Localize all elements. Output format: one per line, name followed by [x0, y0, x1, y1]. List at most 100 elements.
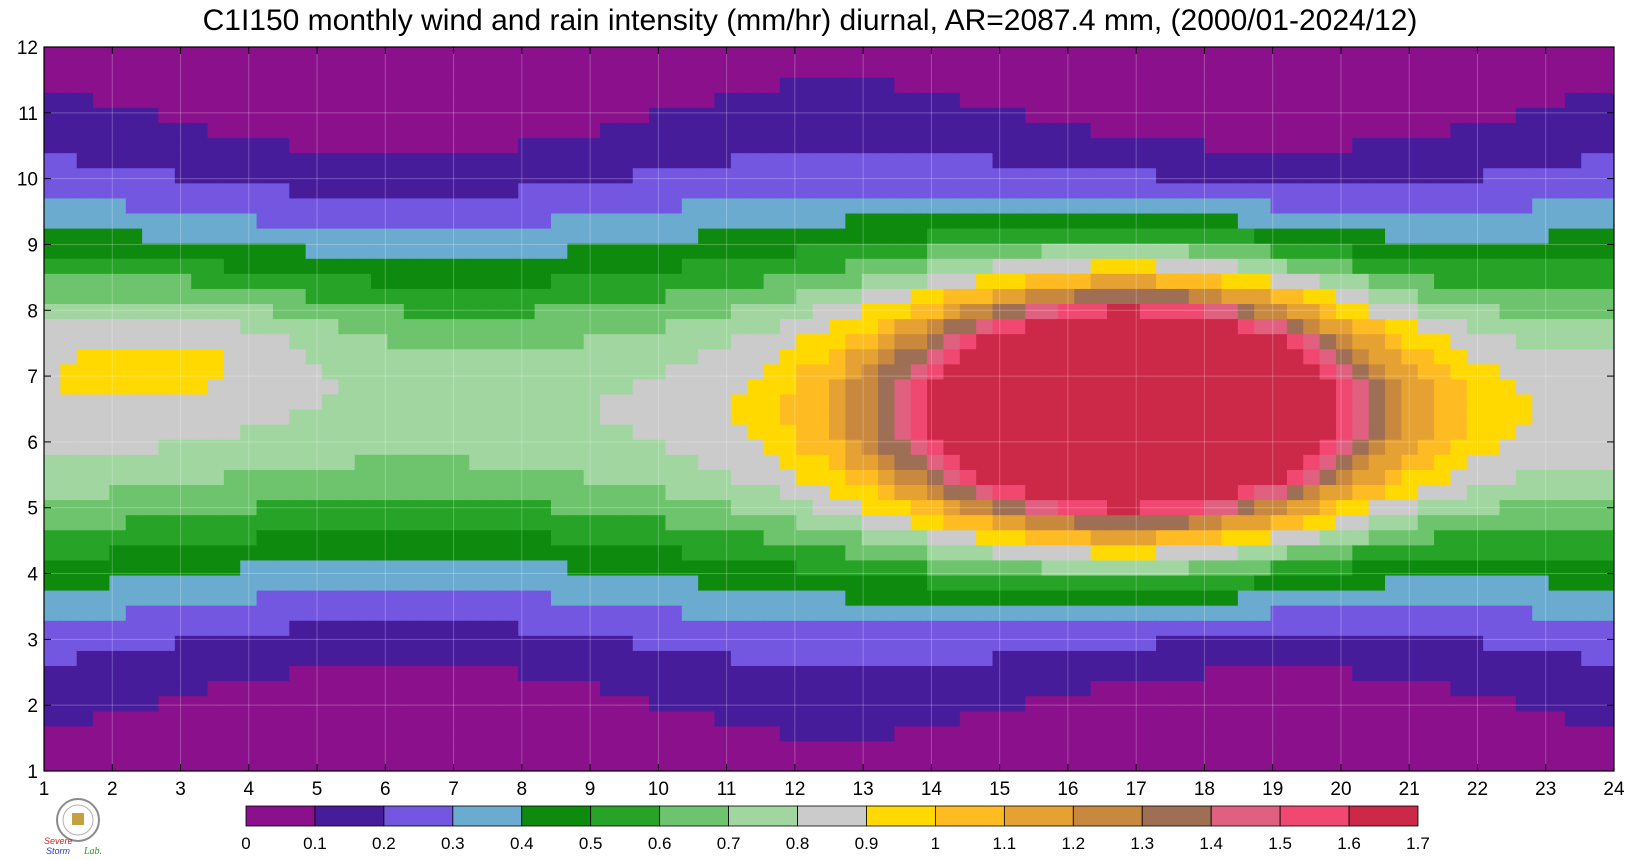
contour-cell — [1090, 348, 1108, 365]
contour-cell — [1254, 273, 1272, 289]
contour-cell — [60, 77, 78, 93]
contour-cell — [223, 484, 241, 501]
contour-cell — [1188, 484, 1206, 501]
contour-cell — [1107, 620, 1124, 636]
contour-cell — [289, 755, 307, 771]
contour-cell — [567, 258, 585, 274]
contour-cell — [1450, 665, 1468, 682]
contour-cell — [1123, 454, 1141, 470]
contour-cell — [730, 107, 748, 124]
contour-cell — [1483, 333, 1501, 350]
contour-cell — [1107, 303, 1124, 320]
contour-cell — [1188, 695, 1206, 712]
contour-cell — [1156, 725, 1174, 742]
contour-cell — [1237, 710, 1255, 727]
contour-cell — [550, 590, 568, 606]
contour-cell — [894, 710, 912, 727]
contour-cell — [125, 559, 143, 576]
contour-cell — [1385, 590, 1402, 606]
contour-cell — [1335, 469, 1353, 486]
contour-cell — [1025, 333, 1043, 350]
contour-cell — [354, 393, 372, 410]
contour-cell — [1156, 303, 1174, 320]
contour-cell — [1221, 665, 1239, 682]
contour-cell — [927, 363, 945, 380]
contour-cell — [485, 469, 503, 486]
contour-cell — [44, 393, 61, 410]
contour-cell — [763, 635, 781, 651]
contour-cell — [1532, 182, 1550, 199]
contour-cell — [959, 469, 977, 486]
contour-cell — [1385, 695, 1402, 712]
contour-cell — [878, 680, 896, 697]
contour-cell — [1385, 409, 1402, 425]
contour-cell — [1172, 544, 1190, 561]
contour-cell — [518, 574, 536, 591]
contour-cell — [371, 152, 389, 169]
contour-cell — [158, 258, 176, 274]
contour-cell — [730, 378, 748, 395]
contour-cell — [649, 590, 667, 606]
contour-cell — [1188, 47, 1206, 63]
contour-cell — [698, 529, 716, 546]
contour-cell — [223, 122, 241, 139]
contour-cell — [1450, 740, 1468, 757]
contour-cell — [1041, 439, 1059, 455]
contour-cell — [878, 424, 896, 440]
contour-cell — [681, 650, 699, 667]
contour-cell — [1466, 574, 1484, 591]
contour-cell — [1237, 92, 1255, 108]
contour-cell — [354, 635, 372, 651]
contour-cell — [796, 755, 814, 771]
contour-cell — [567, 152, 585, 169]
contour-cell — [1008, 273, 1026, 289]
contour-cell — [534, 137, 552, 154]
contour-cell — [125, 740, 143, 757]
contour-cell — [142, 710, 160, 727]
colorbar-swatch — [1279, 805, 1350, 827]
contour-cell — [1466, 439, 1484, 455]
contour-cell — [665, 182, 683, 199]
contour-cell — [796, 620, 814, 636]
contour-cell — [1385, 122, 1402, 139]
contour-cell — [1205, 228, 1223, 244]
contour-cell — [1074, 740, 1092, 757]
contour-cell — [1139, 409, 1157, 425]
contour-cell — [174, 680, 192, 697]
contour-cell — [796, 409, 814, 425]
contour-cell — [567, 439, 585, 455]
contour-cell — [1188, 710, 1206, 727]
contour-cell — [534, 348, 552, 365]
contour-cell — [223, 725, 241, 742]
contour-cell — [76, 650, 94, 667]
contour-cell — [1319, 469, 1337, 486]
contour-cell — [1368, 167, 1386, 184]
logo-seal-ring — [62, 804, 94, 836]
contour-cell — [796, 182, 814, 199]
contour-cell — [1385, 725, 1402, 742]
contour-cell — [1188, 620, 1206, 636]
contour-cell — [1335, 680, 1353, 697]
contour-cell — [1515, 62, 1533, 78]
contour-cell — [796, 47, 814, 63]
contour-cell — [910, 77, 928, 93]
contour-cell — [1335, 544, 1353, 561]
contour-cell — [1417, 635, 1435, 651]
contour-cell — [992, 212, 1010, 229]
contour-cell — [436, 650, 454, 667]
contour-cell — [1025, 182, 1043, 199]
contour-cell — [272, 529, 290, 546]
contour-cell — [649, 243, 667, 259]
contour-cell — [1548, 695, 1566, 712]
contour-cell — [1221, 469, 1239, 486]
contour-cell — [518, 680, 536, 697]
contour-cell — [567, 409, 585, 425]
contour-cell — [338, 258, 356, 274]
contour-cell — [878, 333, 896, 350]
contour-cell — [927, 620, 945, 636]
contour-cell — [207, 529, 225, 546]
contour-cell — [1025, 755, 1043, 771]
contour-cell — [1466, 499, 1484, 516]
contour-cell — [730, 62, 748, 78]
contour-cell — [632, 62, 650, 78]
